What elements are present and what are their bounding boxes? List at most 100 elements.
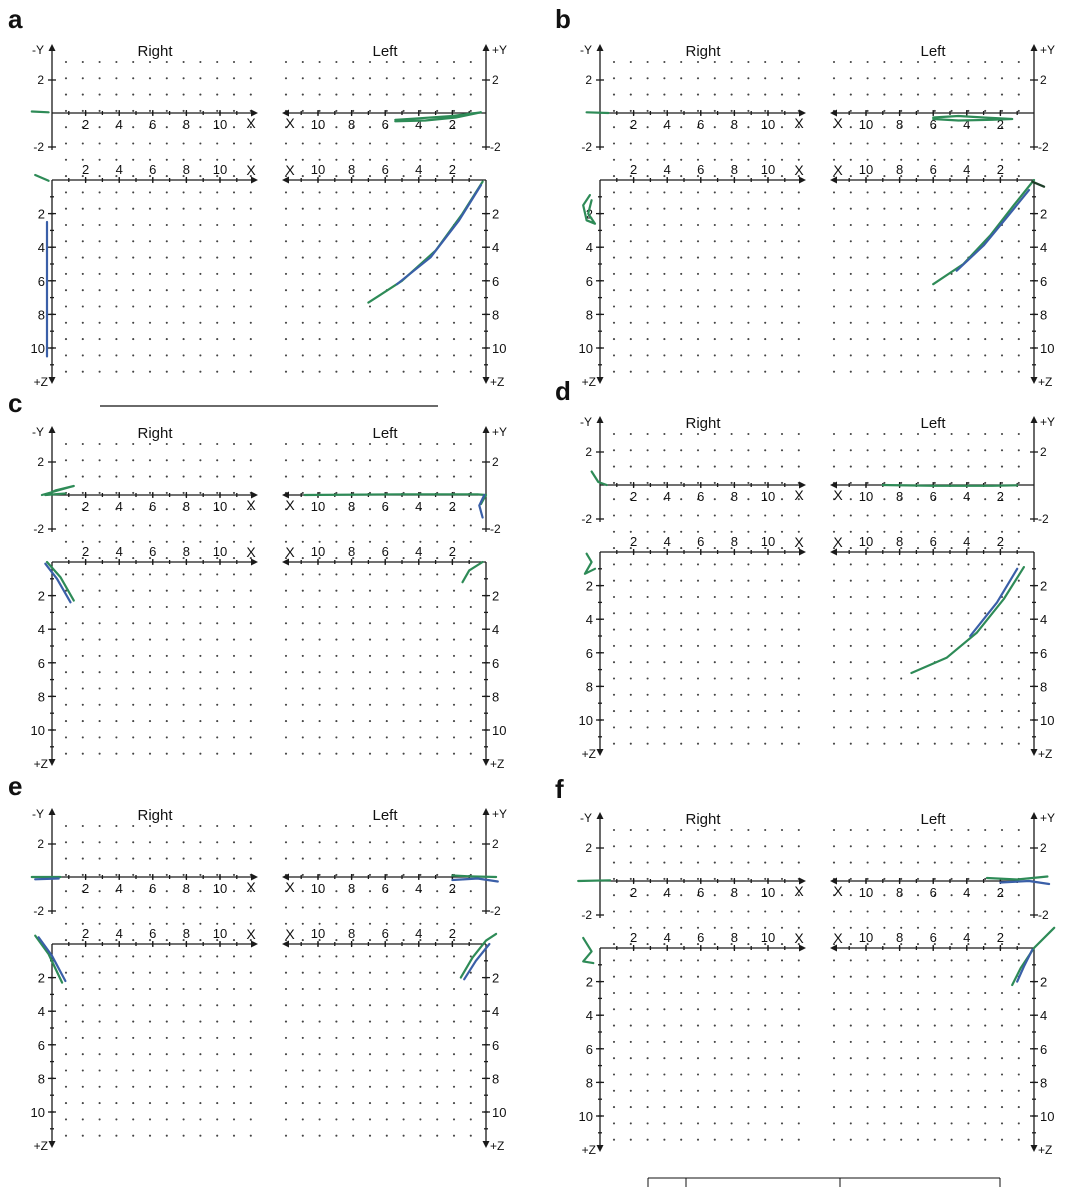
grid-dot — [419, 955, 422, 958]
tick-label-z: 2 — [1040, 207, 1047, 222]
grid-dot — [318, 354, 321, 357]
grid-dot — [883, 1024, 886, 1027]
grid-dot — [933, 158, 936, 161]
grid-dot — [419, 824, 422, 828]
grid-dot — [64, 589, 68, 592]
grid-dot — [713, 677, 716, 680]
tick-label-z: 10 — [492, 341, 506, 356]
grid-dot — [199, 475, 202, 478]
grid-dot — [232, 223, 236, 227]
trace-left-bottom — [932, 178, 1036, 286]
grid-dot — [612, 1122, 616, 1125]
grid-dot — [900, 579, 903, 582]
tick-label-x: 6 — [930, 930, 937, 945]
grid-dot — [984, 710, 987, 713]
grid-dot — [368, 191, 372, 194]
axis-arrowhead — [830, 877, 837, 885]
grid-dot — [883, 60, 886, 64]
grid-dot — [335, 354, 338, 357]
grid-dot — [335, 491, 338, 494]
grid-dot — [612, 272, 616, 275]
tick-label-x: 2 — [630, 930, 637, 945]
grid-dot — [764, 1138, 767, 1141]
grid-dot — [132, 752, 135, 755]
grid-dot — [98, 906, 101, 909]
grid-dot — [199, 207, 202, 210]
grid-dot — [1017, 256, 1020, 259]
grid-dot — [680, 1138, 683, 1141]
grid-dot — [98, 922, 101, 925]
grid-dot — [1000, 1138, 1004, 1141]
grid-dot — [730, 1024, 733, 1027]
grid-dot — [419, 638, 422, 641]
axis-label-plus-z: +Z — [490, 757, 504, 771]
grid-dot — [984, 612, 987, 615]
grid-dot — [883, 1073, 886, 1076]
tick-label-x: 8 — [183, 926, 190, 941]
grid-dot — [318, 1004, 321, 1007]
grid-dot — [385, 720, 388, 723]
grid-dot — [452, 272, 456, 275]
grid-dot — [232, 1118, 236, 1121]
grid-dot — [132, 622, 135, 625]
grid-dot — [148, 752, 152, 755]
grid-dot — [115, 605, 118, 609]
grid-dot — [883, 959, 886, 962]
grid-dot — [452, 370, 456, 373]
grid-dot — [182, 720, 185, 723]
grid-dot — [352, 939, 355, 942]
grid-dot — [64, 158, 68, 161]
grid-dot — [301, 1118, 304, 1121]
table-fragment — [647, 1177, 1001, 1187]
tick-label-y: -2 — [1038, 140, 1049, 154]
grid-dot — [933, 579, 936, 582]
grid-dot — [216, 1134, 219, 1137]
grid-dot — [696, 109, 700, 112]
grid-dot — [764, 93, 767, 96]
grid-dot — [182, 60, 185, 64]
grid-dot — [1000, 158, 1004, 161]
grid-dot — [849, 910, 852, 913]
grid-dot — [182, 1085, 185, 1088]
grid-dot — [612, 207, 616, 210]
grid-dot — [730, 975, 733, 978]
grid-dot — [452, 109, 456, 112]
grid-dot — [629, 1073, 632, 1076]
grid-dot — [115, 305, 118, 308]
grid-dot — [132, 158, 135, 161]
trace-left-bottom — [955, 189, 1031, 272]
grid-dot — [629, 449, 632, 452]
grid-dot — [368, 175, 372, 178]
grid-dot — [452, 158, 456, 161]
grid-dot — [916, 432, 920, 436]
grid-dot — [950, 432, 953, 436]
grid-dot — [713, 1024, 716, 1027]
grid-dot — [730, 877, 733, 880]
grid-dot — [419, 142, 422, 145]
grid-dot — [469, 1036, 472, 1039]
grid-dot — [713, 926, 716, 929]
grid-dot — [318, 540, 321, 543]
grid-dot — [284, 223, 288, 227]
grid-dot — [64, 971, 68, 974]
grid-dot — [832, 514, 836, 517]
grid-dot — [368, 1020, 372, 1023]
grid-dot — [182, 622, 185, 625]
grid-dot — [832, 465, 836, 468]
grid-dot — [64, 557, 68, 560]
grid-dot — [730, 1057, 733, 1060]
grid-dot — [301, 573, 304, 576]
grid-dot — [249, 922, 252, 925]
grid-dot — [419, 890, 422, 893]
grid-dot — [646, 726, 649, 729]
grid-dot — [216, 459, 219, 462]
tick-label-y: -2 — [33, 904, 44, 918]
grid-dot — [199, 305, 202, 308]
grid-dot — [883, 305, 886, 308]
grid-dot — [883, 742, 886, 745]
grid-dot — [284, 971, 288, 974]
tick-label-x: 4 — [116, 117, 123, 132]
grid-dot — [1000, 828, 1004, 832]
grid-dot — [419, 720, 422, 723]
grid-dot — [629, 432, 632, 436]
